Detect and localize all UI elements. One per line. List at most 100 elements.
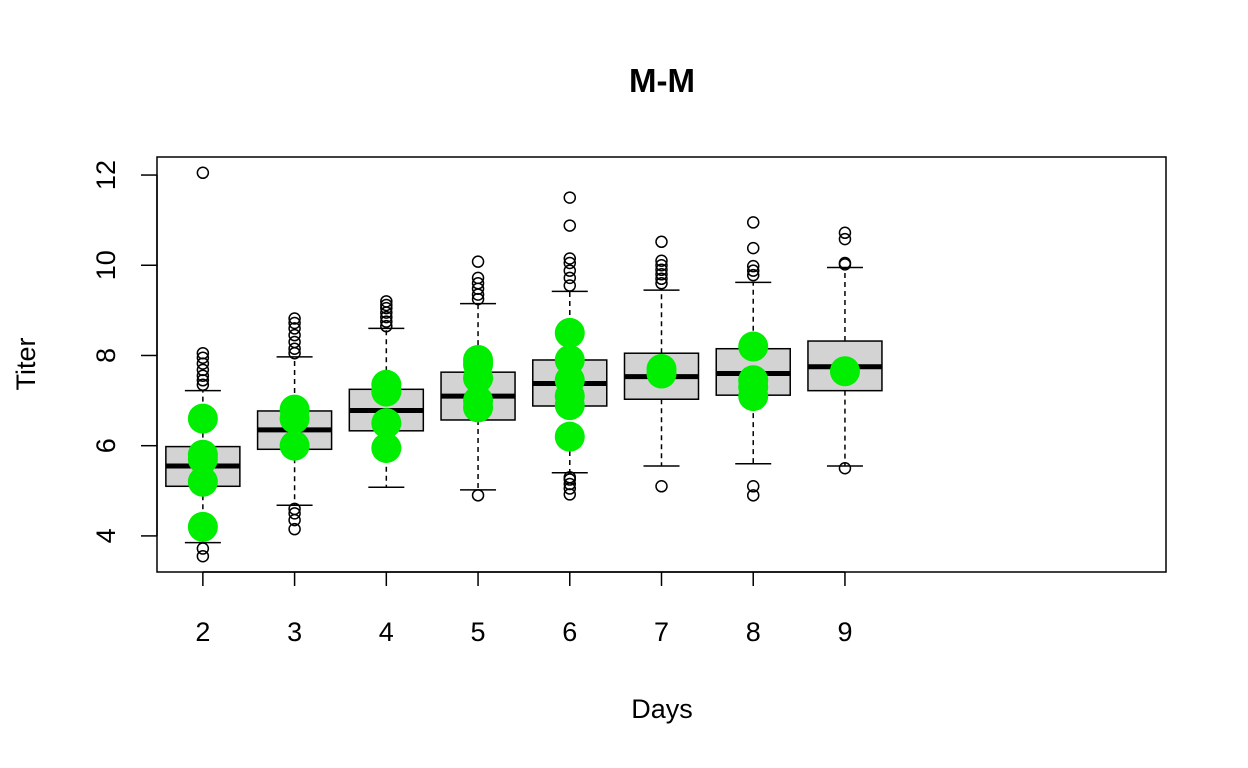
box-day-8 — [715, 216, 791, 502]
x-tick-label: 3 — [287, 617, 302, 647]
box-day-6 — [532, 191, 608, 501]
box-day-5 — [440, 255, 516, 502]
x-tick-label: 4 — [379, 617, 394, 647]
outlier-point — [380, 319, 393, 333]
x-tick-label: 6 — [562, 617, 577, 647]
outlier-point — [655, 235, 668, 249]
observed-point — [187, 403, 218, 434]
outlier-point — [380, 310, 393, 324]
outlier-point — [196, 346, 210, 360]
outlier-point — [471, 489, 485, 502]
observed-point — [554, 317, 585, 348]
outlier-point — [655, 277, 668, 290]
outlier-point — [746, 268, 760, 282]
outlier-point — [288, 507, 301, 520]
observed-point — [187, 439, 218, 470]
x-tick-label: 9 — [837, 617, 852, 647]
outlier-point — [288, 502, 301, 516]
outlier-point — [746, 480, 760, 493]
outlier-point — [838, 462, 852, 475]
observed-point — [279, 394, 310, 425]
y-axis-label: Titer — [11, 337, 41, 390]
x-tick-label: 8 — [746, 617, 761, 647]
x-axis-label: Days — [631, 694, 693, 724]
box-day-9 — [807, 226, 883, 475]
observed-point — [463, 344, 494, 375]
outlier-point — [196, 166, 210, 180]
outlier-point — [288, 522, 301, 536]
observed-point — [646, 354, 677, 385]
observed-point — [738, 365, 769, 396]
observed-point — [187, 466, 218, 497]
outlier-point — [655, 259, 668, 272]
outlier-point — [288, 342, 301, 355]
observed-point — [554, 421, 585, 452]
observed-point — [371, 408, 402, 439]
outlier-point — [288, 335, 301, 349]
outlier-point — [655, 263, 668, 277]
outlier-point — [380, 295, 393, 308]
outlier-point — [196, 549, 210, 563]
outlier-point — [196, 369, 210, 383]
outlier-point — [563, 271, 577, 285]
outlier-point — [563, 279, 577, 292]
outlier-point — [563, 264, 577, 277]
outlier-point — [471, 277, 485, 290]
outlier-point — [288, 322, 301, 335]
outlier-point — [288, 316, 301, 330]
y-tick-label: 8 — [91, 348, 121, 363]
outlier-point — [563, 219, 577, 232]
observed-point — [829, 356, 860, 387]
outlier-point — [746, 241, 760, 255]
outlier-point — [838, 232, 852, 246]
outlier-point — [288, 312, 301, 325]
observed-point — [279, 430, 310, 461]
outlier-point — [380, 298, 393, 312]
outlier-point — [563, 471, 577, 484]
outlier-point — [196, 542, 210, 555]
outlier-point — [746, 264, 760, 277]
y-axis: 4 6 8 10 12 — [91, 160, 158, 543]
outlier-point — [655, 480, 668, 493]
outlier-point — [563, 477, 577, 491]
outlier-point — [746, 259, 760, 273]
observed-point — [738, 331, 769, 362]
y-tick-label: 6 — [91, 438, 121, 453]
box-day-4 — [348, 295, 425, 488]
outlier-point — [838, 226, 852, 240]
outlier-point — [655, 268, 668, 281]
outlier-point — [655, 272, 668, 286]
outlier-point — [196, 351, 210, 364]
boxes — [165, 166, 883, 563]
observed-point — [187, 511, 218, 542]
outlier-point — [563, 252, 577, 265]
outlier-point — [655, 254, 668, 267]
outlier-point — [746, 216, 760, 229]
observed-point — [371, 432, 402, 463]
outlier-point — [563, 191, 577, 204]
outlier-point — [838, 256, 852, 270]
outlier-point — [380, 301, 393, 315]
x-tick-label: 5 — [471, 617, 486, 647]
box-day-2 — [165, 166, 241, 563]
outlier-point — [380, 315, 393, 328]
outlier-point — [746, 489, 760, 502]
y-tick-label: 10 — [91, 250, 121, 280]
outlier-point — [563, 256, 577, 270]
y-tick-label: 4 — [91, 528, 121, 543]
box-day-7 — [623, 235, 700, 493]
outlier-point — [471, 255, 485, 268]
outlier-point — [471, 271, 485, 285]
outlier-point — [288, 328, 301, 342]
x-tick-label: 2 — [195, 617, 210, 647]
x-tick-label: 7 — [654, 617, 669, 647]
outlier-point — [196, 363, 210, 377]
outlier-point — [196, 378, 210, 392]
box-day-3 — [256, 312, 333, 536]
observed-point — [463, 385, 494, 416]
observed-point — [554, 344, 585, 375]
x-axis: 2 3 4 5 6 7 8 9 — [195, 571, 852, 647]
observed-point — [371, 369, 402, 400]
y-tick-label: 12 — [91, 160, 121, 190]
